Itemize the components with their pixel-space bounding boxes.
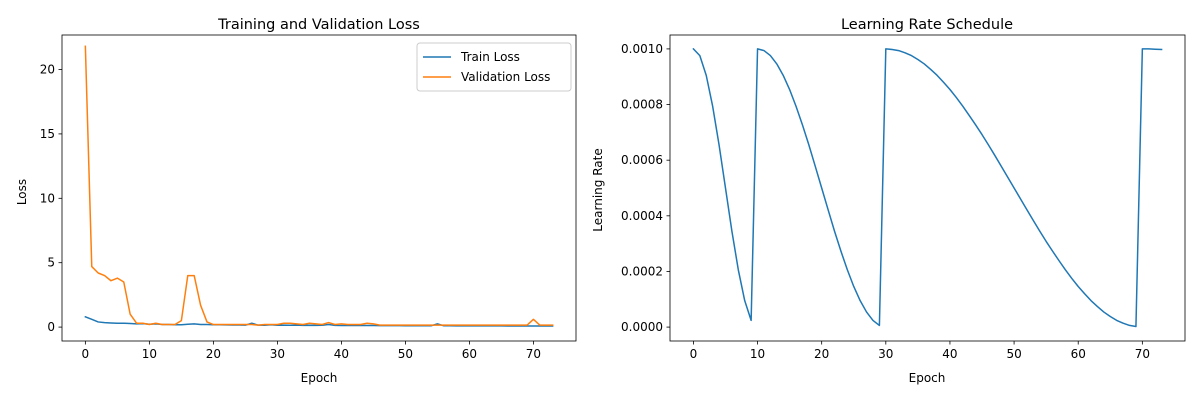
learning-rate-chart-title: Learning Rate Schedule — [841, 17, 1013, 33]
learning-rate-y-tick-label: 0.0000 — [621, 320, 663, 334]
loss-x-tick-label: 40 — [334, 347, 349, 361]
learning-rate-y-tick-label: 0.0002 — [621, 264, 663, 278]
loss-y-tick-label: 0 — [47, 320, 55, 334]
loss-y-tick-label: 5 — [47, 256, 55, 270]
learning-rate-x-tick-label: 20 — [814, 347, 829, 361]
learning-rate-chart: Learning Rate Schedule 0 10 20 30 40 50 60 70 0.… — [591, 17, 1186, 385]
learning-rate-axes-frame — [669, 34, 1186, 342]
learning-rate-y-tick-label: 0.0008 — [621, 98, 663, 112]
loss-chart-title: Training and Validation Loss — [217, 17, 420, 33]
loss-x-tick-label: 10 — [142, 347, 157, 361]
learning-rate-y-tick-label: 0.0006 — [621, 153, 663, 167]
loss-plot-area: 0 10 20 30 40 50 60 70 0 5 10 15 20 — [40, 34, 577, 361]
loss-y-tick-label: 15 — [40, 127, 55, 141]
learning-rate-x-tick-label: 50 — [1006, 347, 1021, 361]
legend-label-train-loss: Train Loss — [460, 50, 520, 64]
loss-series-validation-loss-line — [84, 45, 554, 326]
learning-rate-y-axis-label: Learning Rate — [591, 148, 605, 231]
learning-rate-x-tick-label: 0 — [690, 347, 698, 361]
learning-rate-x-tick-label: 70 — [1135, 347, 1150, 361]
learning-rate-y-tick-label: 0.0004 — [621, 209, 663, 223]
legend-label-validation-loss: Validation Loss — [461, 70, 550, 84]
loss-legend: Train Loss Validation Loss — [416, 42, 572, 92]
loss-axes-frame — [61, 34, 577, 342]
learning-rate-x-axis-label: Epoch — [909, 371, 946, 385]
learning-rate-series-series-0-line — [692, 47, 1163, 328]
learning-rate-x-tick-label: 40 — [942, 347, 957, 361]
loss-x-tick-label: 60 — [462, 347, 477, 361]
loss-x-axis-label: Epoch — [301, 371, 338, 385]
loss-x-tick-label: 50 — [398, 347, 413, 361]
loss-x-tick-label: 0 — [82, 347, 90, 361]
loss-x-tick-label: 70 — [526, 347, 541, 361]
loss-chart: Training and Validation Loss 0 10 20 30 40 50… — [15, 17, 577, 385]
loss-x-tick-label: 20 — [206, 347, 221, 361]
legend-frame — [416, 42, 572, 92]
loss-y-axis-label: Loss — [15, 179, 29, 205]
learning-rate-y-tick-label: 0.0010 — [621, 42, 663, 56]
learning-rate-x-tick-label: 10 — [750, 347, 765, 361]
loss-y-tick-label: 20 — [40, 63, 55, 77]
learning-rate-x-tick-label: 60 — [1071, 347, 1086, 361]
loss-x-tick-label: 30 — [270, 347, 285, 361]
learning-rate-x-tick-label: 30 — [878, 347, 893, 361]
loss-y-tick-label: 10 — [40, 191, 55, 205]
learning-rate-plot-area: 0 10 20 30 40 50 60 70 0.0000 0.0002 0.0004 0.0006 0… — [621, 34, 1186, 361]
